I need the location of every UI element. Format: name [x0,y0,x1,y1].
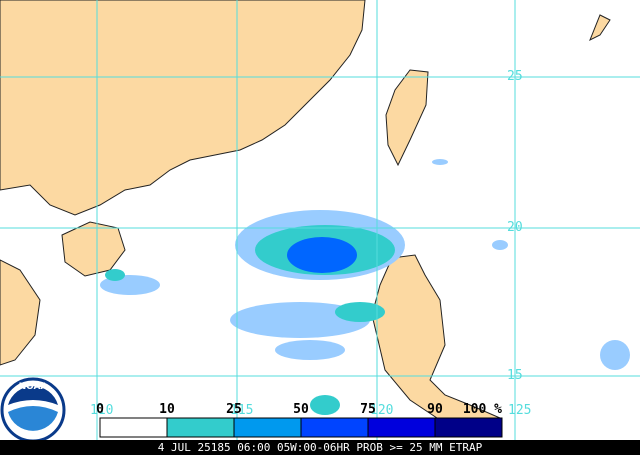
lat-label: 20 [507,220,523,235]
lat-label: 15 [507,368,523,383]
legend-label: 50 [293,402,309,417]
precip-area [335,302,385,322]
legend-swatch [367,417,436,438]
taiwan [385,69,429,167]
precip-area [600,340,630,370]
lon-label: 110 [90,403,113,418]
precip-area [310,395,340,415]
lat-label: 25 [507,69,523,84]
precip-area [230,302,370,338]
legend-swatch [434,417,503,438]
logo-top [8,386,58,405]
footer-bar [0,440,640,455]
lon-label: 120 [370,403,393,418]
precip-area [105,269,125,281]
legend-label: 75 [360,402,376,417]
graticule [0,0,640,440]
legend-swatch [166,417,235,438]
logo-bottom [8,406,58,431]
legend-swatch [300,417,369,438]
coordinate-labels: 25 20 15 110 115 120 125 [90,69,531,418]
lon-label: 115 [230,403,253,418]
vietnam [0,259,41,366]
legend-label: 90 [427,402,443,417]
legend-label: 100 % [463,402,502,417]
luzon [371,254,501,421]
hainan [61,221,126,277]
land [0,0,611,421]
footer-text: 4 JUL 25185 06:00 05W:00-06HR PROB >= 25… [158,441,483,454]
precip-area [275,340,345,360]
lon-label: 125 [508,403,531,418]
legend-label: 10 [159,402,175,417]
legend: 0 10 25 50 75 90 100 % [96,402,503,438]
precip-area [432,159,448,165]
island [589,14,611,42]
noaa-logo: NOAA [0,377,66,443]
precip-area [287,237,357,273]
china [0,0,366,216]
legend-swatch [233,417,302,438]
legend-swatch [99,417,168,438]
legend-label: 0 [96,402,104,417]
legend-label: 25 [226,402,242,417]
logo-text: NOAA [19,382,48,392]
precip-area [492,240,508,250]
